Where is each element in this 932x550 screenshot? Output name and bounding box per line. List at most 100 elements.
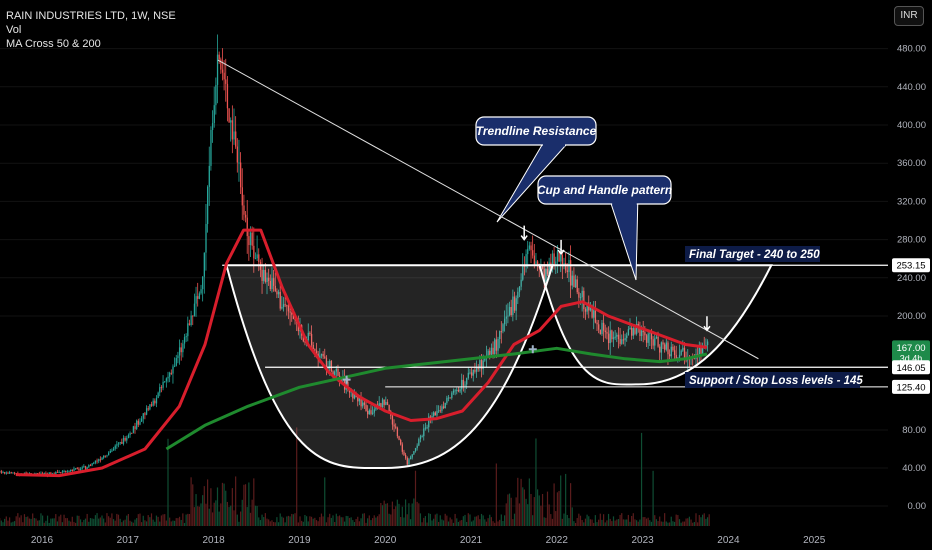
volume-bar [528,478,530,526]
volume-bar [682,521,684,526]
volume-bar [697,522,699,526]
volume-bar [583,522,585,526]
candle-body [66,471,69,473]
currency-button[interactable]: INR [894,6,924,26]
volume-bar [297,522,299,526]
volume-bar [687,518,689,526]
volume-bar [644,517,646,526]
candle-body [409,457,412,460]
label-box [685,246,820,262]
volume-bar [335,513,337,526]
volume-bar [312,518,314,526]
volume-bar [281,516,283,526]
volume-bar [599,513,601,526]
candle-body [174,365,176,367]
candle-body [325,357,328,370]
candle-body [426,427,428,429]
candle-body [433,412,435,417]
volume-bar [13,521,16,526]
candle-body [177,355,179,359]
candle-body [517,291,519,299]
candle-body [621,339,623,344]
candle-body [223,72,225,80]
candle-body [619,339,621,344]
candle-body [198,293,201,299]
volume-bar [436,513,438,526]
callout-text: Trendline Resistance [476,124,597,138]
volume-bar [292,514,294,526]
candle-body [589,305,592,311]
volume-bar [99,517,101,526]
volume-bar [50,518,52,526]
candle-body [220,59,222,70]
candle-body [337,368,339,376]
candle-body [466,378,468,385]
volume-bar [345,515,347,526]
volume-bar [310,516,313,526]
volume-bar [683,521,686,526]
volume-bar [193,507,195,526]
candle-body [475,368,478,372]
volume-bar [51,518,54,526]
x-tick-label: 2017 [117,535,140,546]
candle-body [596,322,598,325]
candle-body [254,258,257,260]
volume-bar [647,517,649,526]
candle-body [264,269,267,283]
volume-bar [32,513,34,526]
volume-bar [73,521,75,526]
candle-body [314,349,316,351]
candle-body [248,236,250,246]
candle-body [291,312,293,315]
volume-bar [532,515,534,526]
down-arrow-icon [703,316,711,332]
price-tag-box [892,379,930,394]
volume-bar [447,521,450,526]
candle-body [693,358,696,360]
candle-body [149,404,151,410]
volume-bar [259,520,261,526]
ma200-line [165,346,708,451]
x-tick-label: 2016 [31,535,54,546]
candle-body [108,452,110,456]
volume-bar [523,489,525,526]
volume-bar [162,514,164,526]
candle-body [632,328,634,336]
candle-body [58,472,60,474]
y-tick-label: 240.00 [897,273,926,284]
volume-bar [568,518,570,526]
candle-body [508,307,511,316]
candle-body [147,408,149,410]
candle-body [477,368,479,370]
candle-body [56,471,59,473]
volume-bar [631,515,633,526]
volume-bar [386,503,389,526]
volume-bar [423,517,425,526]
y-tick-label: 320.00 [897,196,926,207]
volume-bar [236,514,238,526]
price-tag-value: 146.05 [896,363,925,374]
volume-bar [692,522,694,526]
candle-body [109,450,111,453]
candle-body [269,280,271,289]
candle-body [233,131,235,140]
volume-bar [477,515,479,526]
candle-body [411,454,413,458]
candle-body [537,261,539,267]
candle-body [680,350,682,355]
candle-body [543,268,545,282]
volume-bar [9,517,11,526]
candle-body [405,454,407,458]
volume-bar [84,518,87,526]
candle-body [117,443,120,445]
volume-label: Vol [6,24,22,36]
volume-bar [518,503,521,526]
candles [0,34,709,478]
candle-body [675,354,677,359]
volume-bar [372,518,374,526]
volume-bar [452,522,455,526]
volume-bar [109,517,111,526]
candle-body [414,448,417,452]
volume-bar [137,514,139,526]
